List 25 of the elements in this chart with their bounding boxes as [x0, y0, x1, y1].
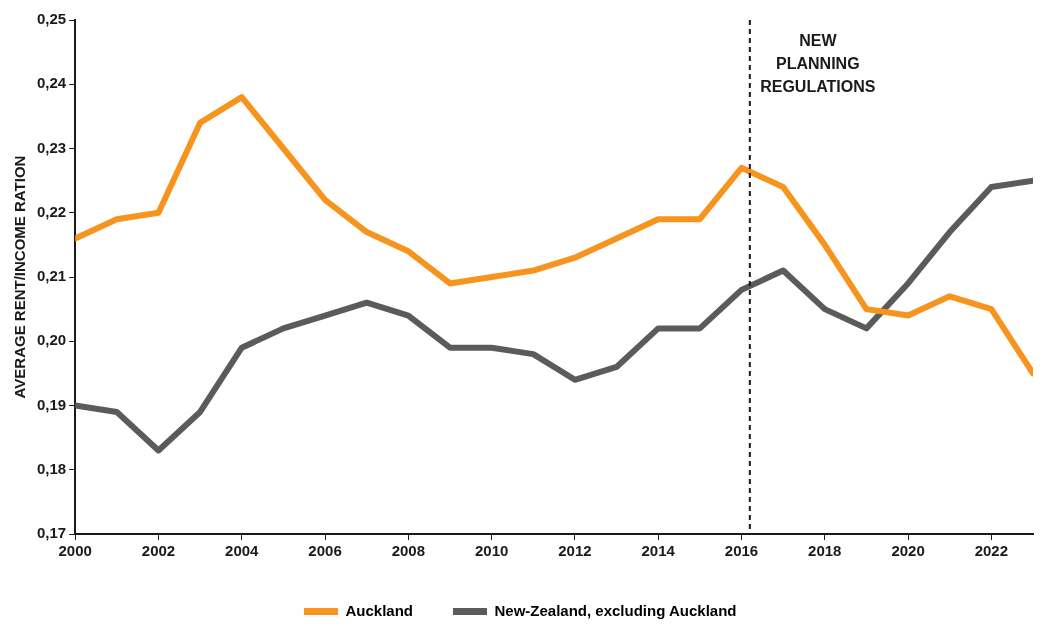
y-tick-label: 0,20 — [36, 331, 67, 349]
y-tick-label: 0,18 — [36, 459, 67, 477]
x-tick-label: 2002 — [141, 542, 176, 560]
x-tick-label: 2016 — [724, 542, 759, 560]
x-tick-label: 2022 — [974, 542, 1009, 560]
x-tick-label: 2018 — [808, 542, 842, 560]
x-tick-label: 2020 — [891, 542, 925, 560]
y-axis-title: AVERAGE RENT/INCOME RATION — [11, 155, 29, 399]
y-tick-label: 0,24 — [36, 74, 67, 92]
y-tick-label: 0,25 — [36, 10, 67, 28]
x-tick-label: 2000 — [58, 542, 92, 560]
x-tick-label: 2008 — [391, 542, 426, 560]
y-tick-label: 0,23 — [36, 138, 67, 156]
legend-label: Auckland — [345, 601, 413, 619]
y-tick-label: 0,17 — [36, 524, 67, 542]
x-tick-label: 2006 — [308, 542, 342, 560]
y-tick-label: 0,19 — [36, 395, 67, 413]
legend-label: New-Zealand, excluding Auckland — [494, 601, 737, 619]
x-tick-label: 2010 — [474, 542, 509, 560]
x-tick-label: 2012 — [558, 542, 592, 560]
y-tick-label: 0,22 — [36, 202, 67, 220]
x-tick-label: 2014 — [641, 542, 676, 560]
ref-line-label: NEW PLANNING REGULATIONS — [760, 32, 876, 96]
y-tick-label: 0,21 — [36, 267, 67, 285]
x-tick-label: 2004 — [225, 542, 260, 560]
